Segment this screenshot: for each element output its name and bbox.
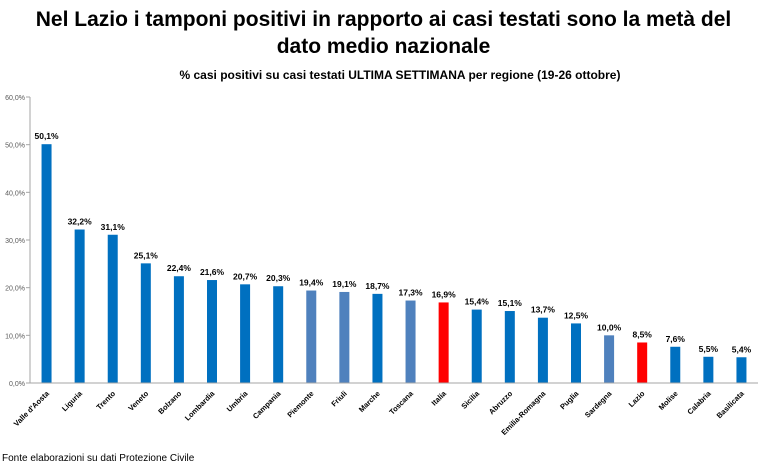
data-label: 32,2%: [68, 217, 93, 227]
x-tick-label: Toscana: [387, 388, 415, 416]
data-label: 13,7%: [531, 305, 556, 315]
data-label: 10,0%: [597, 322, 622, 332]
bar: [273, 286, 284, 383]
y-tick-label: 60,0%: [5, 95, 25, 102]
y-tick-label: 0,0%: [9, 381, 25, 388]
y-tick-label: 10,0%: [5, 333, 25, 340]
bar: [637, 342, 648, 383]
data-label: 16,9%: [432, 289, 457, 299]
bar: [107, 234, 118, 383]
bars: 50,1% 32,2% 31,1% 25,1% 22,4% 21,6% 20,7% 20,3%…: [34, 131, 752, 383]
bar: [736, 357, 747, 383]
bar: [372, 293, 383, 383]
x-tick-label: Puglia: [558, 388, 581, 411]
bar: [571, 323, 581, 383]
bar: [604, 335, 615, 383]
bar: [703, 356, 714, 383]
y-tick-label: 30,0%: [5, 238, 25, 245]
x-tick-label: Molise: [657, 389, 680, 412]
x-tick-label: Marche: [357, 389, 382, 414]
x-tick-label: Calabria: [685, 388, 713, 416]
x-tick-label: Friuli: [329, 389, 348, 408]
data-label: 8,5%: [632, 329, 652, 339]
data-label: 50,1%: [34, 131, 59, 141]
x-tick-label: Umbria: [225, 388, 250, 413]
y-tick-label: 20,0%: [5, 286, 25, 293]
data-label: 7,6%: [666, 334, 686, 344]
data-label: 5,4%: [732, 344, 752, 354]
data-label: 19,1%: [332, 279, 357, 289]
data-label: 5,5%: [699, 344, 719, 354]
x-tick-label: Trento: [95, 389, 118, 412]
source-note: Fonte elaborazioni su dati Protezione Ci…: [2, 453, 195, 464]
bar: [537, 317, 548, 383]
bar: [471, 309, 482, 383]
x-tick-label: Basilicata: [715, 388, 747, 420]
bar: [74, 229, 85, 383]
data-label: 15,1%: [498, 298, 523, 308]
data-label: 21,6%: [200, 267, 225, 277]
bar: [306, 290, 317, 383]
x-tick-label: Sicilia: [459, 388, 481, 410]
x-tick-label: Veneto: [126, 389, 150, 413]
bar: [207, 280, 217, 383]
x-tick-label: Lazio: [627, 389, 647, 409]
x-axis: Valle d'Aosta Liguria Trento Veneto Bolzano L…: [12, 382, 758, 437]
data-label: 25,1%: [134, 250, 159, 260]
x-tick-label: Lombardia: [183, 388, 217, 422]
data-label: 17,3%: [398, 288, 423, 298]
data-label: 12,5%: [564, 310, 589, 320]
bar: [41, 144, 52, 383]
x-tick-label: Piemonte: [285, 389, 315, 419]
bar: [240, 284, 251, 383]
page-title: Nel Lazio i tamponi positivi in rapporto…: [35, 8, 732, 58]
data-label: 31,1%: [101, 222, 126, 232]
data-label: 22,4%: [167, 263, 192, 273]
x-tick-label: Abruzzo: [487, 389, 515, 417]
data-label: 15,4%: [465, 297, 490, 307]
x-tick-label: Bolzano: [156, 389, 183, 416]
data-label: 20,7%: [233, 271, 258, 281]
bar: [405, 300, 416, 383]
x-tick-label: Campania: [251, 388, 283, 420]
data-label: 20,3%: [266, 273, 291, 283]
bar: [670, 346, 681, 383]
x-tick-label: Valle d'Aosta: [12, 388, 52, 428]
data-label: 18,7%: [365, 281, 390, 291]
data-label: 19,4%: [299, 278, 324, 288]
x-tick-label: Italia: [430, 388, 449, 407]
y-axis: 0,0% 10,0% 20,0% 30,0% 40,0% 50,0% 60,0%: [5, 95, 31, 388]
x-tick-label: Sardegna: [583, 388, 614, 419]
bar: [438, 302, 449, 383]
chart-title: % casi positivi su casi testati ULTIMA S…: [179, 68, 621, 82]
x-tick-label: Liguria: [60, 388, 85, 413]
y-tick-label: 50,0%: [5, 143, 25, 150]
y-tick-label: 40,0%: [5, 190, 25, 197]
bar: [504, 311, 515, 383]
bar: [339, 291, 350, 383]
bar: [173, 276, 184, 383]
bar: [140, 263, 151, 383]
